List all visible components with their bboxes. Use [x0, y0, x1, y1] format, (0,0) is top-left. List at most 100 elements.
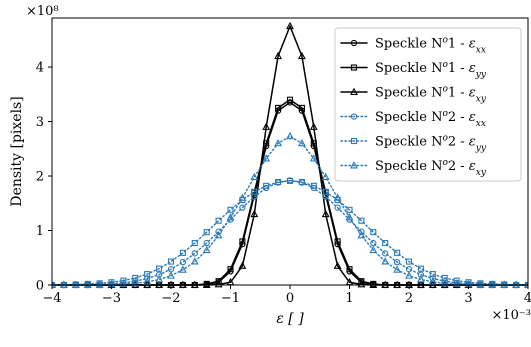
data-point [310, 182, 317, 189]
data-point [239, 204, 246, 211]
legend-label-part: ε [469, 37, 476, 52]
data-point [214, 231, 223, 239]
x-tick-label: −1 [221, 291, 240, 306]
legend-label-part: 2 - [448, 135, 469, 150]
data-point [370, 229, 377, 236]
legend-label-part: ε [469, 61, 476, 76]
data-point [394, 249, 401, 256]
data-point [297, 51, 306, 60]
x-axis-label: ε [ ] [276, 311, 304, 327]
data-point [251, 188, 258, 195]
data-point [250, 209, 259, 218]
legend-label-part: ε [469, 86, 476, 101]
data-point [405, 266, 413, 273]
x-tick-label: −4 [42, 291, 61, 306]
x-tick-label: 3 [464, 291, 472, 306]
y-tick-label: 1 [36, 224, 44, 239]
legend-label: Speckle No2 - εxx [375, 109, 486, 129]
legend-label-part: yy [475, 144, 487, 154]
legend-label-part: xx [476, 46, 486, 56]
legend-label-part: o [442, 158, 448, 168]
legend-swatch-marker [350, 39, 358, 47]
data-point [393, 258, 401, 266]
data-point [417, 265, 424, 272]
legend-item: Speckle No1 - εxx [340, 36, 486, 56]
data-point [333, 261, 342, 269]
legend-label-part: 1 - [448, 37, 469, 52]
series-4 [52, 177, 528, 289]
x-tick-label: 0 [286, 291, 294, 306]
legend-label: Speckle No2 - εyy [375, 134, 487, 154]
data-point [382, 239, 389, 247]
data-point [381, 257, 390, 265]
data-point [262, 122, 271, 130]
series-5 [52, 177, 528, 289]
data-point [357, 231, 366, 239]
data-point [132, 278, 139, 285]
data-point [250, 172, 259, 181]
data-point [334, 238, 341, 245]
data-point [214, 280, 223, 288]
data-point [346, 266, 353, 273]
data-point [440, 279, 449, 287]
legend-label-part: o [442, 85, 448, 95]
legend-item: Speckle No2 - εxx [340, 109, 486, 129]
legend-label-part: 1 - [448, 61, 469, 76]
data-point [286, 131, 294, 140]
legend-label-part: Speckle N [375, 61, 442, 76]
data-point [309, 122, 318, 130]
data-point [298, 178, 305, 186]
data-point [144, 271, 151, 278]
legend-swatch-marker [350, 161, 358, 169]
legend-label-part: Speckle N [375, 86, 442, 101]
data-point [286, 21, 294, 30]
data-point [120, 277, 127, 284]
y-axis-label: Density [pixels] [9, 96, 25, 206]
data-point [298, 104, 305, 111]
legend-swatch-marker [350, 113, 358, 120]
legend-label-part: o [442, 109, 448, 119]
data-point [227, 206, 234, 213]
data-point [191, 239, 198, 247]
legend-label: Speckle No1 - εyy [375, 60, 487, 80]
legend-label-part: Speckle N [375, 135, 442, 150]
data-point [274, 138, 283, 147]
x-tick-label: 1 [345, 291, 353, 306]
data-point [167, 266, 175, 273]
data-point [452, 279, 461, 287]
data-point [143, 277, 152, 285]
legend-swatch-marker [350, 137, 358, 145]
data-point [226, 213, 235, 221]
legend-label-part: Speckle N [375, 37, 442, 52]
data-point [155, 275, 164, 283]
legend-label: Speckle No1 - εxy [375, 85, 487, 105]
data-point [202, 245, 211, 254]
legend-label-part: Speckle N [375, 110, 442, 125]
data-point [144, 275, 151, 282]
legend-label: Speckle No1 - εxx [375, 36, 486, 56]
x-multiplier-label: ×10⁻³ [491, 308, 531, 323]
data-point [131, 279, 140, 287]
legend-label-part: ε [469, 110, 476, 125]
legend-label-part: Speckle N [375, 159, 442, 174]
data-point [203, 239, 210, 247]
x-tick-label: 4 [524, 291, 531, 306]
data-point [382, 250, 389, 257]
data-point [334, 204, 341, 211]
legend-label-part: o [442, 134, 448, 144]
data-point [358, 217, 365, 224]
data-point [262, 154, 271, 162]
legend-item: Speckle No2 - εxy [340, 158, 487, 178]
data-point [179, 258, 187, 266]
data-point [370, 239, 377, 247]
data-point [238, 193, 247, 201]
data-point [358, 278, 365, 285]
data-point [190, 257, 199, 265]
data-point [263, 182, 270, 189]
legend-label-part: xy [476, 95, 487, 105]
data-point [321, 209, 330, 218]
x-tick-label: −2 [161, 291, 180, 306]
